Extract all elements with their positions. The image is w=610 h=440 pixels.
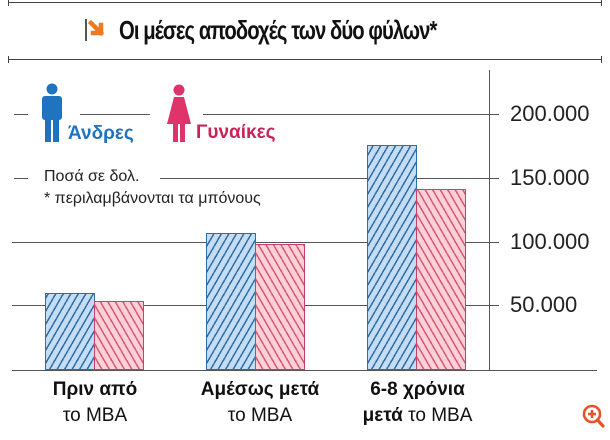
zoom-in-icon[interactable] [582,404,606,430]
y-axis-line [489,70,490,370]
top-rule [8,0,602,6]
legend-men-label: Άνδρες [68,123,134,144]
bar-men-6-8-years [367,145,417,370]
x-axis-baseline [12,370,597,371]
gridline-200k [14,114,28,115]
y-tick-100000: 100.000 [510,229,590,254]
category-label-6-8-years: 6-8 χρόνια μετά το MBA [362,379,473,426]
legend-women-label: Γυναίκες [196,122,276,143]
gridline-200k [80,114,150,115]
y-tick-200000: 200.000 [510,101,590,126]
header-rule [8,56,602,63]
arrow-down-right-icon [84,19,111,41]
woman-icon [167,84,191,142]
units-note: Ποσά σε δολ. [44,168,140,185]
bar-women-right-after-mba [255,244,305,370]
category-label-before-mba: Πριν από το MBA [52,379,138,426]
footnote: * περιλαμβάνονται τα μπόνους [44,190,261,207]
gridline-200k [203,114,499,115]
bar-men-right-after-mba [206,233,256,370]
bar-women-before-mba [94,301,144,370]
y-tick-50000: 50.000 [510,292,578,317]
bar-women-6-8-years [416,189,466,370]
y-tick-150000: 150.000 [510,165,590,190]
chart-title: Οι μέσες αποδοχές των δύο φύλων* [118,14,437,45]
category-label-right-after-mba: Αμέσως μετά το MBA [200,379,320,426]
chart-header: Οι μέσες αποδοχές των δύο φύλων* [0,8,610,52]
gridline-150k [160,178,499,179]
gridline-150k [14,178,28,179]
man-icon [42,83,62,142]
bar-men-before-mba [45,293,95,370]
legend-women: Γυναίκες [166,84,276,143]
legend-men: Άνδρες [40,83,134,144]
